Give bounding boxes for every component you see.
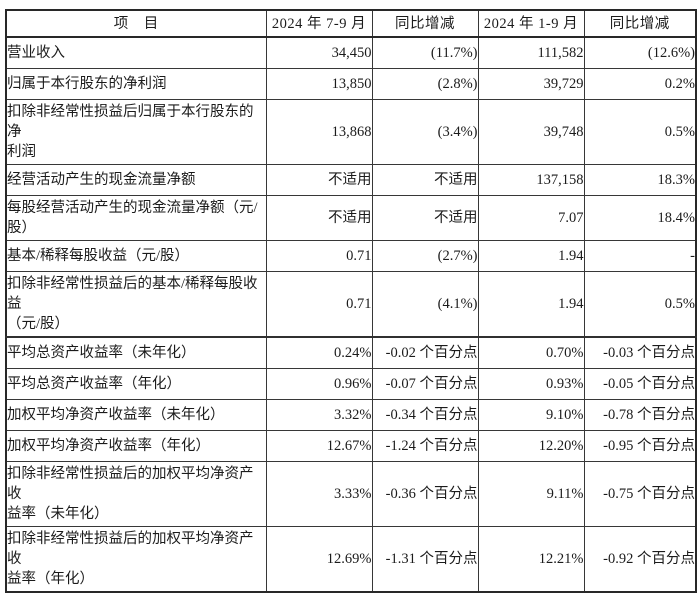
row-label: 加权平均净资产收益率（未年化） — [5, 399, 267, 431]
cell-q3-value: 34,450 — [265, 36, 373, 69]
cell-ytd-value: 12.20% — [477, 430, 585, 462]
cell-ytd-yoy: -0.78 个百分点 — [583, 399, 697, 431]
cell-q3-value: 不适用 — [265, 164, 373, 196]
cell-q3-value: 13,850 — [265, 68, 373, 100]
cell-ytd-yoy: 0.5% — [583, 271, 697, 338]
cell-ytd-value: 39,748 — [477, 99, 585, 165]
cell-ytd-value: 9.10% — [477, 399, 585, 431]
row-label: 加权平均净资产收益率（年化） — [5, 430, 267, 462]
cell-ytd-value: 1.94 — [477, 240, 585, 272]
cell-q3-value: 3.32% — [265, 399, 373, 431]
cell-q3-value: 12.67% — [265, 430, 373, 462]
cell-q3-value: 0.96% — [265, 368, 373, 400]
financial-summary-table: 项 目 2024 年 7-9 月 同比增减 2024 年 1-9 月 同比增减 … — [5, 9, 697, 593]
table-row: 加权平均净资产收益率（年化） 12.67% -1.24 个百分点 12.20% … — [5, 430, 697, 462]
cell-ytd-yoy: -0.95 个百分点 — [583, 430, 697, 462]
table-row: 扣除非经常性损益后的基本/稀释每股收益 （元/股） 0.71 (4.1%) 1.… — [5, 271, 697, 338]
table-row: 平均总资产收益率（未年化） 0.24% -0.02 个百分点 0.70% -0.… — [5, 336, 697, 369]
row-label: 扣除非经常性损益后的加权平均净资产收 益率（年化） — [5, 526, 267, 593]
table-row: 基本/稀释每股收益（元/股） 0.71 (2.7%) 1.94 - — [5, 240, 697, 272]
cell-ytd-yoy: 0.2% — [583, 68, 697, 100]
cell-q3-yoy: (3.4%) — [371, 99, 479, 165]
cell-q3-value: 0.71 — [265, 240, 373, 272]
row-label: 经营活动产生的现金流量净额 — [5, 164, 267, 196]
cell-ytd-value: 9.11% — [477, 461, 585, 527]
row-label: 扣除非经常性损益后的加权平均净资产收 益率（未年化） — [5, 461, 267, 527]
cell-q3-yoy: -0.36 个百分点 — [371, 461, 479, 527]
cell-ytd-value: 0.93% — [477, 368, 585, 400]
table-row: 每股经营活动产生的现金流量净额（元/股） 不适用 不适用 7.07 18.4% — [5, 195, 697, 241]
row-label: 每股经营活动产生的现金流量净额（元/股） — [5, 195, 267, 241]
cell-q3-value: 0.71 — [265, 271, 373, 338]
row-label: 扣除非经常性损益后归属于本行股东的净 利润 — [5, 99, 267, 165]
table-row: 加权平均净资产收益率（未年化） 3.32% -0.34 个百分点 9.10% -… — [5, 399, 697, 431]
table-row: 平均总资产收益率（年化） 0.96% -0.07 个百分点 0.93% -0.0… — [5, 368, 697, 400]
cell-ytd-value: 1.94 — [477, 271, 585, 338]
cell-ytd-yoy: (12.6%) — [583, 36, 697, 69]
header-yoy-change-2: 同比增减 — [583, 9, 697, 38]
quarterly-results-table: 项 目 2024 年 7-9 月 同比增减 2024 年 1-9 月 同比增减 … — [5, 9, 697, 593]
row-label: 扣除非经常性损益后的基本/稀释每股收益 （元/股） — [5, 271, 267, 338]
cell-q3-yoy: -1.24 个百分点 — [371, 430, 479, 462]
cell-ytd-value: 39,729 — [477, 68, 585, 100]
row-label: 基本/稀释每股收益（元/股） — [5, 240, 267, 272]
cell-q3-yoy: -0.34 个百分点 — [371, 399, 479, 431]
cell-ytd-yoy: -0.92 个百分点 — [583, 526, 697, 593]
header-item: 项 目 — [5, 9, 267, 38]
row-label: 平均总资产收益率（年化） — [5, 368, 267, 400]
cell-q3-value: 0.24% — [265, 336, 373, 369]
cell-ytd-value: 111,582 — [477, 36, 585, 69]
cell-ytd-value: 0.70% — [477, 336, 585, 369]
table-row: 扣除非经常性损益后的加权平均净资产收 益率（年化） 12.69% -1.31 个… — [5, 526, 697, 593]
header-2024-jul-sep: 2024 年 7-9 月 — [265, 9, 373, 38]
cell-ytd-yoy: 18.3% — [583, 164, 697, 196]
cell-ytd-value: 12.21% — [477, 526, 585, 593]
cell-q3-yoy: (2.7%) — [371, 240, 479, 272]
table-row: 扣除非经常性损益后的加权平均净资产收 益率（未年化） 3.33% -0.36 个… — [5, 461, 697, 527]
cell-q3-value: 12.69% — [265, 526, 373, 593]
cell-q3-yoy: (11.7%) — [371, 36, 479, 69]
cell-q3-yoy: 不适用 — [371, 195, 479, 241]
header-row: 项 目 2024 年 7-9 月 同比增减 2024 年 1-9 月 同比增减 — [5, 9, 697, 38]
cell-ytd-yoy: -0.05 个百分点 — [583, 368, 697, 400]
cell-q3-yoy: -1.31 个百分点 — [371, 526, 479, 593]
cell-q3-value: 3.33% — [265, 461, 373, 527]
cell-ytd-yoy: -0.75 个百分点 — [583, 461, 697, 527]
cell-q3-yoy: (2.8%) — [371, 68, 479, 100]
cell-q3-value: 不适用 — [265, 195, 373, 241]
cell-ytd-yoy: -0.03 个百分点 — [583, 336, 697, 369]
cell-q3-yoy: 不适用 — [371, 164, 479, 196]
cell-q3-yoy: -0.02 个百分点 — [371, 336, 479, 369]
row-label: 营业收入 — [5, 36, 267, 69]
cell-ytd-yoy: - — [583, 240, 697, 272]
header-2024-jan-sep: 2024 年 1-9 月 — [477, 9, 585, 38]
cell-q3-value: 13,868 — [265, 99, 373, 165]
table-row: 营业收入 34,450 (11.7%) 111,582 (12.6%) — [5, 36, 697, 69]
table-row: 归属于本行股东的净利润 13,850 (2.8%) 39,729 0.2% — [5, 68, 697, 100]
cell-ytd-value: 7.07 — [477, 195, 585, 241]
cell-ytd-value: 137,158 — [477, 164, 585, 196]
cell-q3-yoy: -0.07 个百分点 — [371, 368, 479, 400]
cell-ytd-yoy: 18.4% — [583, 195, 697, 241]
header-yoy-change-1: 同比增减 — [371, 9, 479, 38]
row-label: 归属于本行股东的净利润 — [5, 68, 267, 100]
cell-q3-yoy: (4.1%) — [371, 271, 479, 338]
cell-ytd-yoy: 0.5% — [583, 99, 697, 165]
table-row: 经营活动产生的现金流量净额 不适用 不适用 137,158 18.3% — [5, 164, 697, 196]
table-row: 扣除非经常性损益后归属于本行股东的净 利润 13,868 (3.4%) 39,7… — [5, 99, 697, 165]
row-label: 平均总资产收益率（未年化） — [5, 336, 267, 369]
